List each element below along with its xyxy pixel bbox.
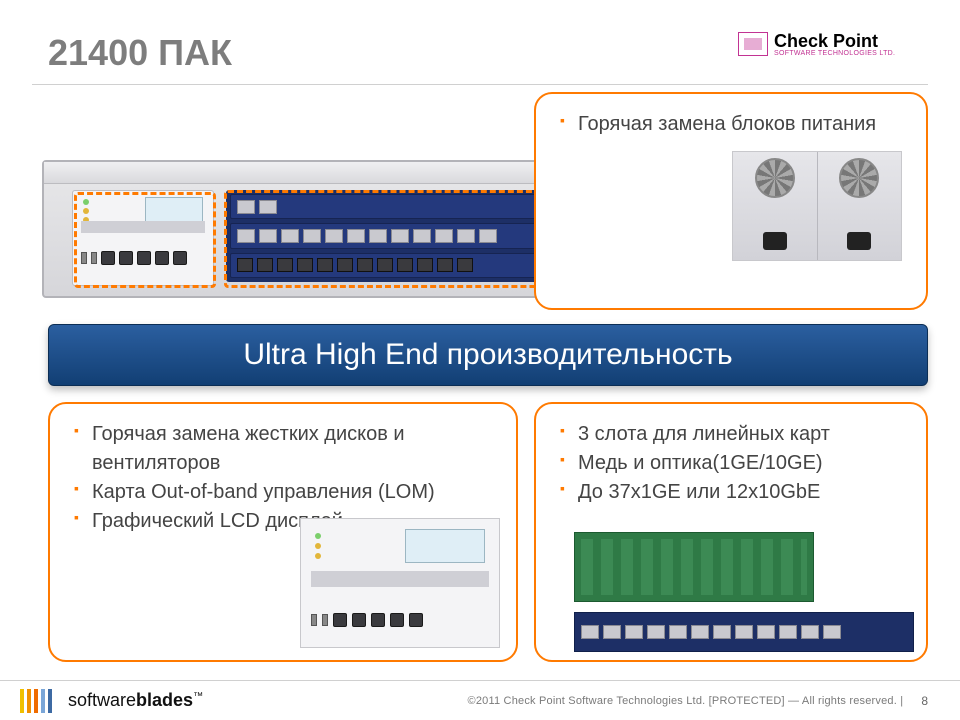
- callout-psu-item: Горячая замена блоков питания: [560, 110, 906, 139]
- callout-power-supplies: Горячая замена блоков питания: [534, 92, 928, 310]
- callout-right-item: Медь и оптика(1GE/10GE): [560, 449, 906, 478]
- performance-banner: Ultra High End производительность: [48, 324, 928, 386]
- brand-name: Check Point: [774, 32, 895, 50]
- management-module-highlight: [74, 192, 216, 288]
- title-divider: [32, 84, 928, 85]
- checkpoint-logo-icon: [738, 32, 768, 56]
- callout-left-item: Горячая замена жестких дисков и вентилят…: [74, 420, 496, 478]
- callout-management: Горячая замена жестких дисков и вентилят…: [48, 402, 518, 662]
- slide: 21400 ПАК Check Point SOFTWARE TECHNOLOG…: [0, 0, 960, 720]
- brand-tagline: SOFTWARE TECHNOLOGIES LTD.: [774, 50, 895, 57]
- psu-illustration: [732, 151, 902, 261]
- slide-footer: softwareblades™ ©2011 Check Point Softwa…: [0, 680, 960, 720]
- callout-linecards: 3 слота для линейных карт Медь и оптика(…: [534, 402, 928, 662]
- linecard-illustration: [574, 532, 914, 652]
- softwareblades-wordmark: softwareblades™: [68, 690, 203, 711]
- appliance-illustration: [42, 160, 612, 298]
- softwareblades-stripes-icon: [20, 689, 60, 713]
- page-number: 8: [921, 694, 928, 708]
- page-title: 21400 ПАК: [48, 32, 232, 74]
- brand-logo-text: Check Point SOFTWARE TECHNOLOGIES LTD.: [774, 32, 895, 57]
- callout-right-item: 3 слота для линейных карт: [560, 420, 906, 449]
- copyright-text: ©2011 Check Point Software Technologies …: [468, 695, 904, 707]
- management-module-illustration: [300, 518, 500, 648]
- brand-logo: Check Point SOFTWARE TECHNOLOGIES LTD.: [738, 24, 928, 64]
- callout-left-item: Карта Out-of-band управления (LOM): [74, 478, 496, 507]
- callout-right-item: До 37x1GE или 12x10GbE: [560, 478, 906, 507]
